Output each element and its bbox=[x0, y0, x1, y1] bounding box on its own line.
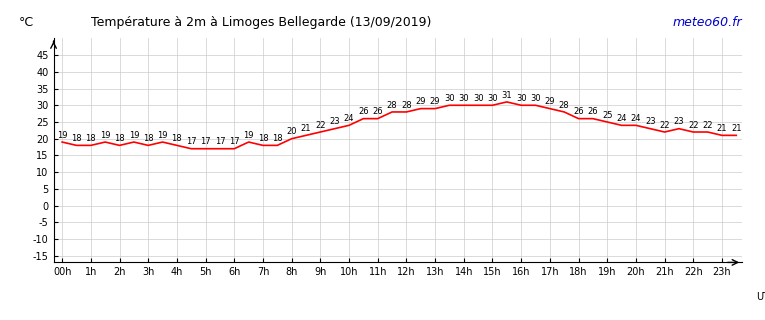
Text: 28: 28 bbox=[387, 100, 397, 110]
Text: 19: 19 bbox=[243, 131, 254, 140]
Text: 21: 21 bbox=[301, 124, 311, 133]
Text: meteo60.fr: meteo60.fr bbox=[672, 16, 742, 29]
Text: 29: 29 bbox=[430, 97, 441, 106]
Text: 30: 30 bbox=[516, 94, 526, 103]
Text: 24: 24 bbox=[630, 114, 641, 123]
Text: 17: 17 bbox=[229, 137, 239, 146]
Text: 17: 17 bbox=[200, 137, 211, 146]
Text: 18: 18 bbox=[272, 134, 282, 143]
Text: 19: 19 bbox=[100, 131, 110, 140]
Text: 22: 22 bbox=[315, 121, 326, 130]
Text: UTC: UTC bbox=[756, 292, 765, 301]
Text: 23: 23 bbox=[330, 117, 340, 126]
Text: 30: 30 bbox=[444, 94, 454, 103]
Text: 21: 21 bbox=[717, 124, 728, 133]
Text: 31: 31 bbox=[502, 91, 512, 100]
Text: 18: 18 bbox=[143, 134, 154, 143]
Text: 22: 22 bbox=[702, 121, 713, 130]
Text: Température à 2m à Limoges Bellegarde (13/09/2019): Température à 2m à Limoges Bellegarde (1… bbox=[92, 16, 431, 29]
Text: 30: 30 bbox=[530, 94, 541, 103]
Text: 26: 26 bbox=[573, 107, 584, 116]
Text: 29: 29 bbox=[415, 97, 426, 106]
Text: 23: 23 bbox=[674, 117, 684, 126]
Text: 29: 29 bbox=[545, 97, 555, 106]
Text: 28: 28 bbox=[401, 100, 412, 110]
Text: 26: 26 bbox=[588, 107, 598, 116]
Text: 30: 30 bbox=[487, 94, 498, 103]
Text: 25: 25 bbox=[602, 111, 613, 120]
Text: 30: 30 bbox=[458, 94, 469, 103]
Text: 24: 24 bbox=[343, 114, 354, 123]
Text: 17: 17 bbox=[215, 137, 225, 146]
Text: 18: 18 bbox=[114, 134, 125, 143]
Text: 19: 19 bbox=[158, 131, 168, 140]
Text: 18: 18 bbox=[71, 134, 82, 143]
Text: 22: 22 bbox=[688, 121, 698, 130]
Text: 18: 18 bbox=[86, 134, 96, 143]
Text: 23: 23 bbox=[645, 117, 656, 126]
Text: 28: 28 bbox=[559, 100, 569, 110]
Text: 30: 30 bbox=[473, 94, 483, 103]
Text: 22: 22 bbox=[659, 121, 670, 130]
Text: 19: 19 bbox=[129, 131, 139, 140]
Text: 20: 20 bbox=[286, 127, 297, 136]
Text: 26: 26 bbox=[373, 107, 383, 116]
Text: 17: 17 bbox=[186, 137, 197, 146]
Text: °C: °C bbox=[18, 16, 34, 29]
Text: 21: 21 bbox=[731, 124, 741, 133]
Text: 24: 24 bbox=[617, 114, 627, 123]
Text: 26: 26 bbox=[358, 107, 369, 116]
Text: 18: 18 bbox=[171, 134, 182, 143]
Text: 19: 19 bbox=[57, 131, 67, 140]
Text: 18: 18 bbox=[258, 134, 269, 143]
